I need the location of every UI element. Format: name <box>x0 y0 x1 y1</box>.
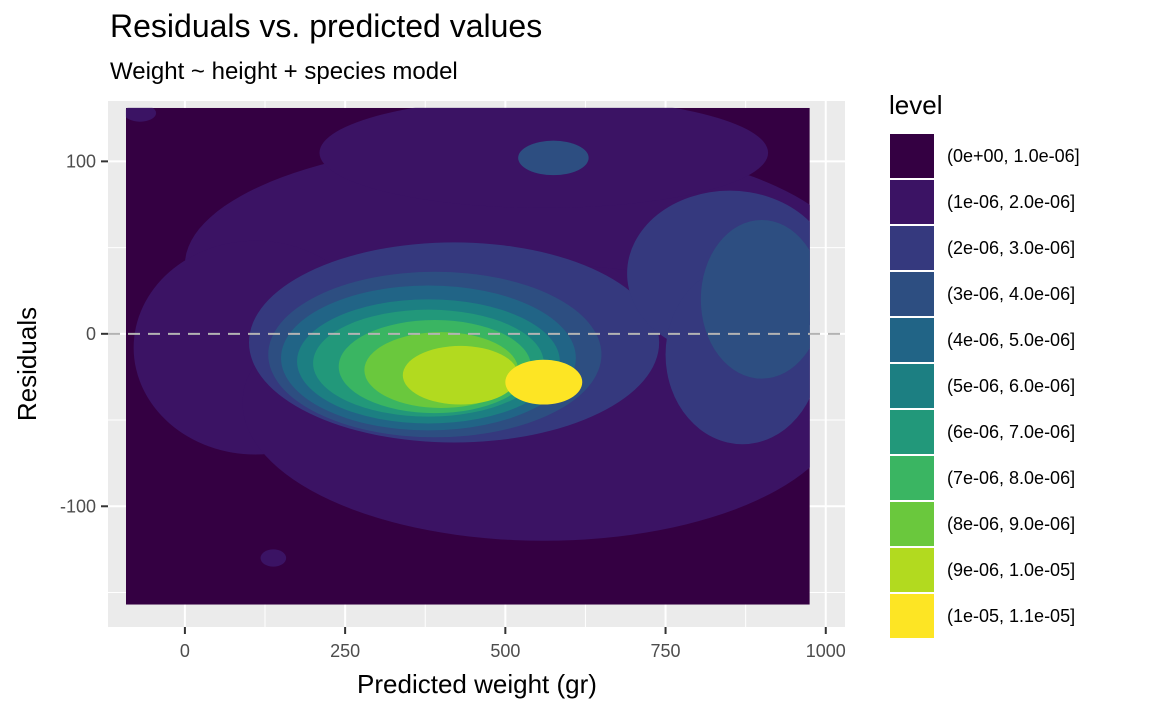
legend-key <box>888 454 936 502</box>
legend-label: (3e-06, 4.0e-06] <box>947 284 1075 304</box>
legend-label: (8e-06, 9.0e-06] <box>947 514 1075 534</box>
density-pocket-low <box>260 549 287 567</box>
chart-title: Residuals vs. predicted values <box>110 8 543 44</box>
x-tick-label: 1000 <box>806 641 846 661</box>
x-tick-label: 500 <box>490 641 520 661</box>
density-pocket-corner <box>125 107 157 122</box>
y-tick-label: 100 <box>66 151 96 171</box>
legend-key <box>888 408 936 456</box>
legend-label: (7e-06, 8.0e-06] <box>947 468 1075 488</box>
legend-label: (6e-06, 7.0e-06] <box>947 422 1075 442</box>
legend-label: (9e-06, 1.0e-05] <box>947 560 1075 580</box>
y-axis-tick-labels: -100 0 100 <box>60 151 96 516</box>
legend-key <box>888 316 936 364</box>
legend-key <box>888 362 936 410</box>
legend-key <box>888 132 936 180</box>
y-tick-label: 0 <box>86 324 96 344</box>
x-axis-tick-labels: 0 250 500 750 1000 <box>180 641 846 661</box>
x-tick-label: 750 <box>651 641 681 661</box>
legend-label: (5e-06, 6.0e-06] <box>947 376 1075 396</box>
density-contours <box>125 107 810 605</box>
x-axis-title: Predicted weight (gr) <box>357 669 597 699</box>
legend-key <box>888 546 936 594</box>
y-tick-label: -100 <box>60 496 96 516</box>
legend-label: (1e-05, 1.1e-05] <box>947 606 1075 626</box>
density-band-11-part-1 <box>505 359 583 405</box>
legend: (0e+00, 1.0e-06] (1e-06, 2.0e-06] (2e-06, … <box>888 132 1080 640</box>
legend-label: (2e-06, 3.0e-06] <box>947 238 1075 258</box>
y-axis-title: Residuals <box>12 307 42 421</box>
legend-key <box>888 592 936 640</box>
legend-label: (4e-06, 5.0e-06] <box>947 330 1075 350</box>
legend-key <box>888 224 936 272</box>
density-band-10-part-1 <box>402 345 519 405</box>
legend-key <box>888 178 936 226</box>
axis-ticks <box>101 160 827 634</box>
x-tick-label: 0 <box>180 641 190 661</box>
density-band-4-part-3 <box>518 140 589 176</box>
chart-subtitle: Weight ~ height + species model <box>110 58 458 85</box>
legend-key <box>888 500 936 548</box>
density-band-4-part-2 <box>700 220 810 379</box>
legend-key <box>888 270 936 318</box>
legend-title: level <box>889 90 942 120</box>
legend-label: (1e-06, 2.0e-06] <box>947 192 1075 212</box>
x-tick-label: 250 <box>330 641 360 661</box>
legend-label: (0e+00, 1.0e-06] <box>947 146 1080 166</box>
